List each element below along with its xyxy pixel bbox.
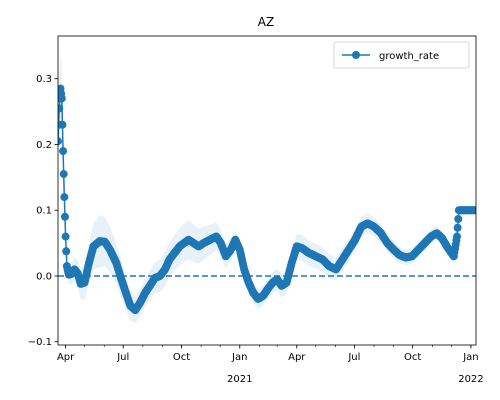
data-point (59, 147, 68, 156)
y-tick-label: 0.3 (36, 74, 52, 85)
y-tick-label: 0.1 (36, 206, 52, 217)
y-tick-label: 0.0 (36, 271, 52, 282)
x-tick-label: Apr (57, 352, 75, 363)
data-point (472, 206, 476, 215)
y-tick-label: 0.2 (36, 140, 52, 151)
data-point (62, 247, 71, 256)
data-point (58, 94, 66, 103)
data-point (58, 137, 62, 146)
axes-frame (57, 35, 477, 346)
data-point (453, 223, 462, 232)
x-tick-label: Jan (231, 352, 247, 363)
plot-area (58, 49, 476, 324)
legend-box (333, 41, 470, 69)
x-tick-label: Oct (173, 352, 190, 363)
axes: −0.1 0.0 0.1 0.2 0.3 Apr Jul Oct Jan 2021 Apr Jul Oc… (28, 35, 484, 385)
x-tick-year-label: 2022 (458, 374, 483, 385)
data-point (58, 104, 64, 113)
legend-marker-sample (352, 51, 360, 59)
x-tick-label: Jul (347, 352, 360, 363)
data-point (60, 212, 69, 221)
chart-title: AZ (258, 15, 274, 29)
x-tick-label: Jul (116, 352, 129, 363)
data-point (453, 232, 461, 241)
x-tick-label: Oct (404, 352, 421, 363)
data-point (61, 232, 70, 241)
legend-label: growth_rate (379, 51, 439, 62)
legend: growth_rate (333, 41, 470, 69)
x-tick-year-label: 2021 (227, 374, 252, 385)
growth-rate-markers (58, 84, 476, 315)
data-point (59, 170, 68, 179)
data-point (454, 214, 463, 223)
x-tick-label: Jan (462, 352, 478, 363)
x-tick-label: Apr (288, 352, 306, 363)
y-tick-label: −0.1 (28, 337, 52, 348)
data-point (58, 120, 67, 129)
data-point (60, 193, 69, 202)
